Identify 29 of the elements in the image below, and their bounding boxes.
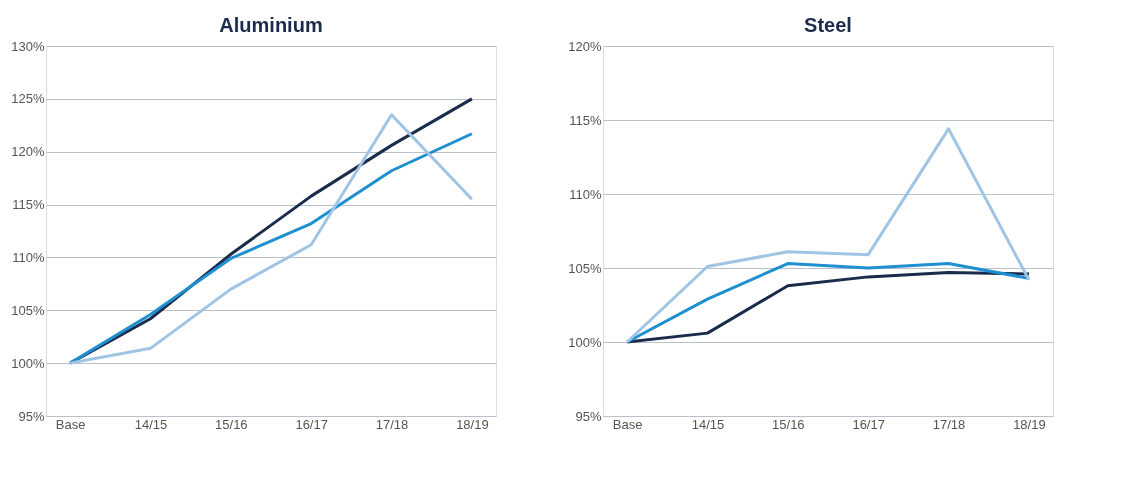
y-tick-label: 115% xyxy=(12,197,45,213)
x-tick-label: 18/19 xyxy=(456,416,489,432)
y-tick-label: 100% xyxy=(568,334,602,350)
chart-title: Aluminium xyxy=(219,14,323,36)
x-tick-label: Base xyxy=(612,416,643,432)
y-tick-label: 105% xyxy=(568,260,602,276)
x-tick-label: 14/15 xyxy=(134,416,168,432)
x-tick-label: 14/15 xyxy=(691,416,725,432)
y-tick-label: 105% xyxy=(11,302,45,318)
y-tick-label: 100% xyxy=(11,355,45,371)
x-tick-label: 18/19 xyxy=(1013,416,1046,432)
y-tick-label: 95% xyxy=(575,408,602,424)
x-tick-label: 15/16 xyxy=(772,416,805,432)
y-tick-label: 130% xyxy=(11,38,45,54)
x-tick-label: 16/17 xyxy=(295,416,328,432)
x-tick-label: 17/18 xyxy=(375,416,409,432)
line-series xyxy=(625,127,1031,344)
y-tick-label: 110% xyxy=(569,186,602,202)
x-tick-label: 15/16 xyxy=(215,416,248,432)
y-tick-label: 120% xyxy=(568,38,602,54)
chart-title: Steel xyxy=(804,14,852,36)
y-tick-label: 95% xyxy=(18,408,45,424)
x-tick-label: 17/18 xyxy=(932,416,966,432)
x-tick-label: 16/17 xyxy=(852,416,885,432)
y-tick-label: 110% xyxy=(12,249,45,265)
y-tick-label: 120% xyxy=(11,144,45,160)
y-tick-label: 125% xyxy=(11,91,45,107)
x-tick-label: Base xyxy=(55,416,86,432)
y-tick-label: 115% xyxy=(569,112,602,128)
